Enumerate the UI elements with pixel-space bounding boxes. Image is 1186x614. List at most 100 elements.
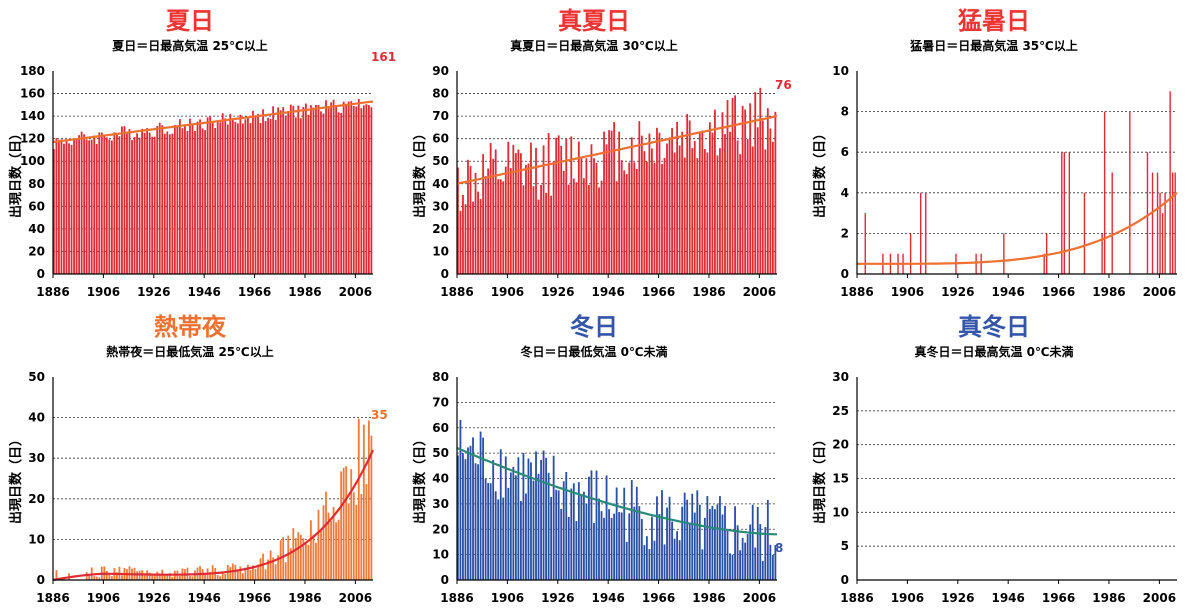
- bar: [304, 103, 307, 274]
- bar: [671, 521, 673, 580]
- x-tick-label: 2006: [1143, 591, 1176, 605]
- y-tick-label: 0: [441, 573, 449, 587]
- bar: [186, 130, 189, 274]
- bar: [146, 128, 149, 274]
- bar: [560, 145, 563, 274]
- bar: [310, 105, 312, 274]
- bar: [294, 538, 297, 580]
- bar: [105, 570, 108, 580]
- bar: [216, 575, 219, 580]
- bar: [864, 213, 866, 274]
- x-tick-label: 1886: [440, 285, 473, 299]
- bar: [289, 104, 292, 274]
- bar: [729, 131, 731, 274]
- bar: [320, 530, 322, 580]
- bar: [706, 496, 709, 580]
- bar: [502, 497, 505, 580]
- bar: [1169, 91, 1171, 274]
- bar: [588, 184, 590, 274]
- bar: [648, 549, 651, 580]
- y-tick-label: 10: [832, 64, 849, 78]
- bar: [297, 532, 300, 580]
- bar: [1129, 111, 1131, 274]
- y-tick-label: 40: [28, 411, 45, 425]
- bar: [535, 451, 537, 580]
- bar: [668, 496, 671, 580]
- y-tick-label: 80: [432, 87, 449, 101]
- bar: [474, 172, 477, 274]
- panel-summer-days: 夏日 夏日＝日最高気温 25℃以上 0 20 40 60 80 100 120 140 160 1…: [0, 6, 396, 306]
- bar: [330, 520, 332, 580]
- bar: [683, 157, 686, 274]
- bar: [540, 184, 542, 274]
- x-tick-label: 1906: [491, 591, 524, 605]
- chart-title: 冬日: [570, 313, 618, 341]
- bar: [244, 119, 247, 274]
- bar: [668, 137, 671, 274]
- y-tick-label: 15: [832, 472, 849, 486]
- bar: [1083, 192, 1086, 274]
- bar: [708, 122, 711, 275]
- bar: [527, 163, 530, 274]
- bar: [352, 105, 355, 275]
- bar: [156, 571, 159, 580]
- bar: [635, 486, 638, 580]
- x-tick-label: 1926: [941, 285, 974, 299]
- bar: [241, 123, 244, 274]
- bar: [620, 512, 623, 580]
- x-tick-label: 1886: [36, 591, 69, 605]
- panel-midsummer-days: 真夏日 真夏日＝日最高気温 30℃以上 0 10 20 30 40 50 60 70 80 90 1…: [404, 6, 792, 306]
- bar: [726, 529, 729, 580]
- bar: [123, 126, 126, 275]
- bar: [345, 466, 348, 580]
- x-tick-label: 1986: [692, 285, 725, 299]
- bar: [98, 577, 101, 580]
- bar: [136, 133, 138, 274]
- bar: [457, 455, 459, 580]
- bar: [590, 470, 593, 580]
- bar: [721, 112, 724, 275]
- bar: [257, 113, 259, 275]
- bar: [494, 491, 497, 580]
- bar: [479, 199, 482, 274]
- bar: [1159, 192, 1161, 274]
- bar: [163, 574, 166, 580]
- bar: [769, 544, 772, 580]
- bar: [681, 131, 684, 274]
- bar: [656, 496, 658, 580]
- bar: [582, 491, 585, 580]
- bar: [651, 516, 653, 580]
- bar: [648, 133, 651, 274]
- chart-subtitle: 真夏日＝日最高気温 30℃以上: [510, 39, 678, 53]
- y-tick-label: 20: [28, 492, 45, 506]
- chart-svg: 0 10 20 30 40 50 60 70 80 90 1886 1906 1926 1946 1966 1…: [412, 64, 792, 299]
- x-tick-label: 2006: [743, 285, 776, 299]
- bar: [620, 160, 623, 274]
- bar: [719, 148, 721, 274]
- bar: [482, 437, 485, 580]
- bar: [925, 192, 927, 274]
- bar: [459, 419, 462, 580]
- bar: [178, 575, 181, 580]
- bar: [1101, 233, 1103, 274]
- bar: [312, 107, 315, 274]
- bar: [507, 487, 510, 580]
- bar: [640, 135, 643, 274]
- bar: [547, 133, 550, 274]
- bar: [1171, 172, 1174, 274]
- bar: [975, 253, 977, 274]
- x-tick-label: 1966: [238, 591, 271, 605]
- bar: [756, 506, 759, 580]
- bar: [731, 554, 734, 580]
- bar: [542, 145, 545, 274]
- bar: [691, 493, 694, 580]
- bar: [492, 460, 495, 580]
- chart-svg: 0 5 10 15 20 25 30 1886 1906 1926 1946 1966 1986 2006…: [812, 370, 1177, 605]
- bar: [661, 490, 663, 580]
- bar: [362, 105, 365, 274]
- bar: [749, 524, 752, 580]
- bar: [633, 162, 636, 274]
- bar: [618, 512, 621, 580]
- bar: [340, 471, 343, 580]
- bar: [673, 538, 676, 580]
